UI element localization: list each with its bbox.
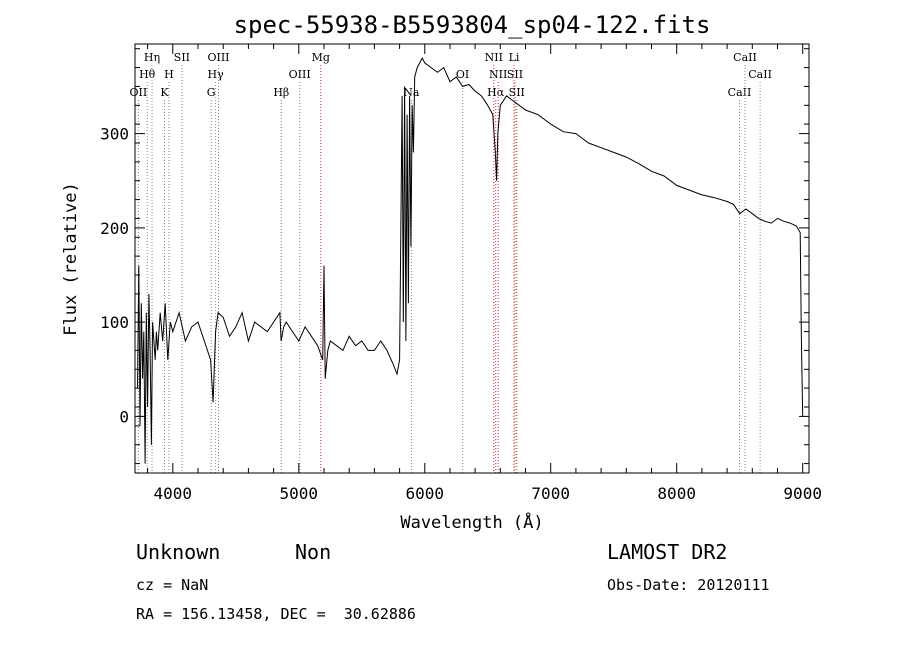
x-tick-label: 9000 xyxy=(783,484,822,503)
spectral-line-label: Hβ xyxy=(273,86,289,99)
coordinates-label: RA = 156.13458, DEC = 30.62886 xyxy=(136,605,416,623)
y-tick-label: 0 xyxy=(119,407,129,426)
obs-date-label: Obs-Date: 20120111 xyxy=(607,576,770,594)
spectral-line-label: OI xyxy=(456,68,469,81)
spectral-line-label: OII xyxy=(130,86,148,99)
spectral-line-label: CaII xyxy=(728,86,752,99)
spectral-line-label: CaII xyxy=(748,68,772,81)
spectral-line-label: Hγ xyxy=(208,68,225,81)
flux-series-line xyxy=(137,57,804,464)
x-tick-label: 7000 xyxy=(531,484,570,503)
spectral-line-label: G xyxy=(207,86,216,99)
x-tick-label: 8000 xyxy=(657,484,696,503)
y-tick-label: 200 xyxy=(100,219,129,238)
spectral-line-label: NII xyxy=(485,51,503,64)
spectral-line-label: CaII xyxy=(733,51,757,64)
spectral-line-label: SII xyxy=(507,68,523,81)
spectral-line-label: Li xyxy=(509,51,520,64)
spectral-line-markers: OIIHθHηKHSIIGHγOIIIHβOIIIMgNaOINIIHαNIIL… xyxy=(130,51,772,473)
spectral-line-label: SII xyxy=(174,51,190,64)
spectral-line-label: SII xyxy=(509,86,525,99)
axis-ticks: 4000 5000 6000 7000 8000 9000 0 100 200 300 xyxy=(100,44,822,503)
survey-label: LAMOST DR2 xyxy=(607,540,728,564)
chart-title: spec-55938-B5593804_sp04-122.fits xyxy=(234,11,711,39)
y-axis-label: Flux (relative) xyxy=(61,182,81,336)
spectral-line-label: Mg xyxy=(312,51,330,64)
spectral-line-label: OIII xyxy=(289,68,311,81)
spectral-line-label: OIII xyxy=(207,51,229,64)
spectral-line-label: H xyxy=(164,68,174,81)
x-tick-label: 5000 xyxy=(280,484,319,503)
spectral-line-label: Na xyxy=(403,86,420,99)
x-tick-label: 6000 xyxy=(406,484,445,503)
x-axis-label: Wavelength (Å) xyxy=(400,511,543,533)
redshift-label: cz = NaN xyxy=(136,576,209,594)
class-label: Unknown xyxy=(136,540,221,564)
spectral-line-label: NII xyxy=(489,68,507,81)
spectral-line-label: K xyxy=(160,86,169,99)
spectral-line-label: Hα xyxy=(487,86,505,99)
y-tick-label: 300 xyxy=(100,125,129,144)
y-tick-label: 100 xyxy=(100,313,129,332)
plot-frame xyxy=(134,43,810,474)
spectral-line-label: Hη xyxy=(144,51,160,64)
spectral-line-label: Hθ xyxy=(139,68,156,81)
x-tick-label: 4000 xyxy=(154,484,193,503)
subclass-label: Non xyxy=(295,540,332,564)
